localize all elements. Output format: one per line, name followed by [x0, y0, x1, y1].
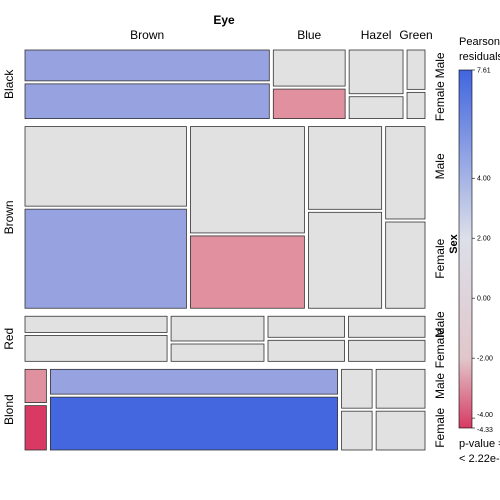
- row-labels: Black Brown Red Blond: [2, 69, 16, 425]
- mosaic-cell-blond-blue-male: [49, 368, 338, 395]
- mosaic-cell-red-green-female: [348, 339, 426, 362]
- column-label-green: Green: [399, 28, 432, 42]
- column-label-hazel: Hazel: [361, 28, 392, 42]
- mosaic-cell-blond-blue-female: [49, 396, 338, 451]
- sex-label-blond-male: Male: [433, 373, 447, 399]
- mosaic-cell-red-hazel-female: [267, 339, 345, 362]
- mosaic-cell-brown-blue-male: [190, 126, 305, 234]
- p-value: < 2.22e-16: [459, 453, 500, 465]
- mosaic-cell-black-blue-male: [272, 49, 346, 87]
- legend-title-line-1: Pearson: [459, 36, 500, 48]
- mosaic-cell-red-hazel-male: [267, 315, 345, 338]
- mosaic-cell-blond-green-male: [375, 368, 426, 409]
- mosaic-cell-red-green-male: [348, 315, 426, 338]
- mosaic-cell-red-blue-female: [170, 343, 265, 362]
- legend-title-line-2: residuals:: [459, 51, 500, 63]
- row-label-blond: Blond: [2, 394, 16, 425]
- mosaic-cells: [24, 49, 426, 451]
- row-label-brown: Brown: [2, 200, 16, 234]
- p-value-label: p-value =: [459, 438, 500, 450]
- sex-label-brown-male: Male: [433, 153, 447, 179]
- mosaic-cell-black-green-female: [406, 91, 426, 120]
- mosaic-cell-brown-hazel-male: [307, 126, 383, 210]
- split-variable-title: Sex: [448, 233, 460, 253]
- legend-tick-label: 0.00: [477, 296, 491, 303]
- mosaic-cell-brown-brown-male: [24, 126, 187, 207]
- column-labels: Brown Blue Hazel Green: [130, 28, 433, 42]
- legend-tick-label: 2.00: [477, 236, 491, 243]
- sex-label-red-male: Male: [433, 311, 447, 337]
- mosaic-cell-blond-hazel-female: [341, 410, 373, 451]
- residuals-legend: Pearson residuals: 7.61 4.00 2.00 0.00 -2.00…: [458, 36, 500, 465]
- legend-color-bar: [458, 69, 473, 429]
- sex-label-black-female: Female: [433, 81, 447, 121]
- legend-tick-label: -4.00: [477, 412, 493, 419]
- legend-tick-label: 7.61: [477, 68, 491, 75]
- legend-tick-label: 4.00: [477, 176, 491, 183]
- mosaic-cell-red-brown-female: [24, 335, 168, 362]
- mosaic-cell-brown-hazel-female: [307, 211, 383, 309]
- mosaic-cell-black-blue-female: [272, 88, 346, 120]
- column-variable-title: Eye: [213, 13, 235, 27]
- mosaic-cell-blond-brown-female: [24, 405, 47, 451]
- mosaic-cell-black-green-male: [406, 49, 426, 90]
- legend-tick-label: -2.00: [477, 356, 493, 363]
- sex-label-blond-female: Female: [433, 407, 447, 447]
- row-label-red: Red: [2, 328, 16, 350]
- mosaic-cell-black-hazel-female: [348, 96, 404, 119]
- mosaic-cell-brown-brown-female: [24, 208, 187, 309]
- legend-tick-label: -4.33: [477, 427, 493, 434]
- mosaic-cell-blond-green-female: [375, 410, 426, 451]
- sex-label-brown-female: Female: [433, 238, 447, 278]
- column-label-brown: Brown: [130, 28, 164, 42]
- mosaic-cell-red-brown-male: [24, 315, 168, 333]
- mosaic-cell-red-blue-male: [170, 315, 265, 342]
- mosaic-cell-brown-green-female: [385, 221, 426, 309]
- mosaic-cell-black-brown-male: [24, 49, 270, 82]
- row-label-black: Black: [2, 69, 16, 99]
- sex-label-black-male: Male: [433, 52, 447, 78]
- mosaic-cell-brown-blue-female: [190, 235, 305, 309]
- legend-ticks: 7.61 4.00 2.00 0.00 -2.00 -4.00 -4.33: [472, 68, 493, 434]
- mosaic-cell-black-hazel-male: [348, 49, 404, 95]
- column-label-blue: Blue: [297, 28, 321, 42]
- mosaic-cell-brown-green-male: [385, 126, 426, 220]
- mosaic-cell-blond-brown-male: [24, 368, 47, 404]
- mosaic-cell-blond-hazel-male: [341, 368, 373, 409]
- sex-label-red-female: Female: [433, 328, 447, 368]
- mosaic-cell-black-brown-female: [24, 83, 270, 120]
